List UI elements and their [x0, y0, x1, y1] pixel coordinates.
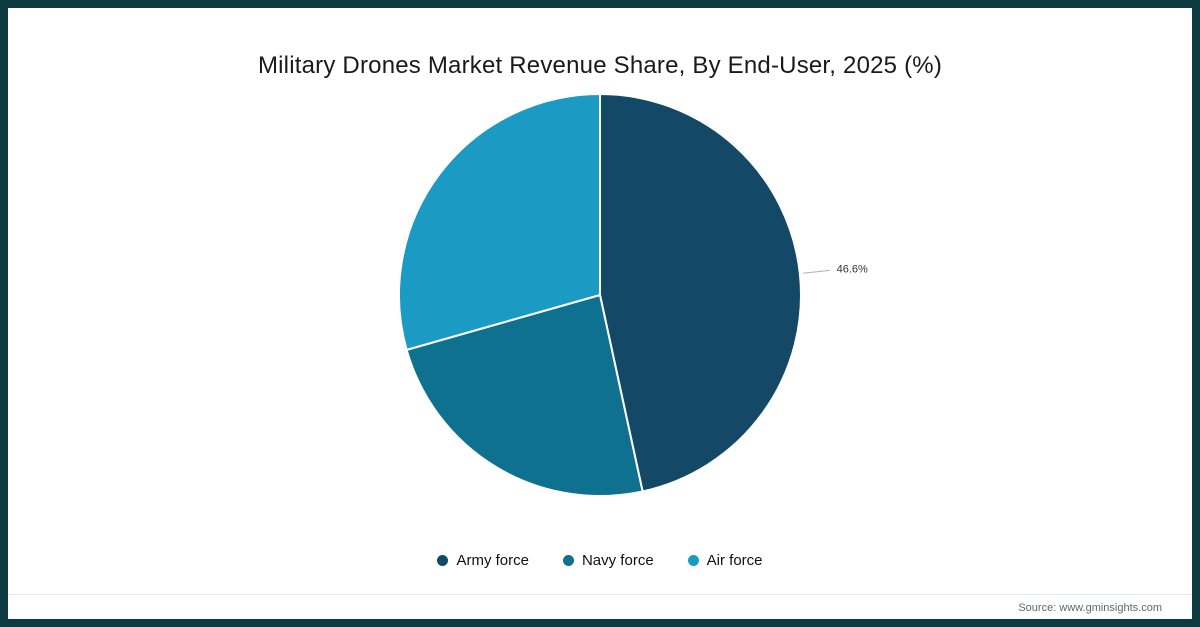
- legend-item-air-force: Air force: [687, 552, 763, 569]
- footer-divider: [8, 594, 1192, 595]
- legend-dot-air-force: [687, 555, 699, 566]
- legend-label-air-force: Air force: [706, 552, 763, 569]
- legend-dot-army-force: [437, 555, 449, 566]
- legend-dot-navy-force: [562, 555, 574, 566]
- pie-slice-air-force: [398, 92, 601, 352]
- chart-title: Military Drones Market Revenue Share, By…: [257, 52, 943, 79]
- legend-label-navy-force: Navy force: [581, 552, 654, 569]
- legend-item-army-force: Army force: [437, 552, 529, 569]
- pie-slice-navy-force: [405, 293, 644, 497]
- data-label-leader-line: [802, 269, 830, 274]
- pie-chart: 46.6%: [398, 92, 868, 497]
- legend: Army force Navy force Air force: [8, 552, 1192, 569]
- legend-item-navy-force: Navy force: [562, 552, 654, 569]
- source-attribution: Source: www.gminsights.com: [1018, 602, 1162, 614]
- data-label-army-force: 46.6%: [837, 264, 868, 276]
- pie-slice-army-force: [599, 92, 802, 493]
- legend-label-army-force: Army force: [456, 552, 529, 569]
